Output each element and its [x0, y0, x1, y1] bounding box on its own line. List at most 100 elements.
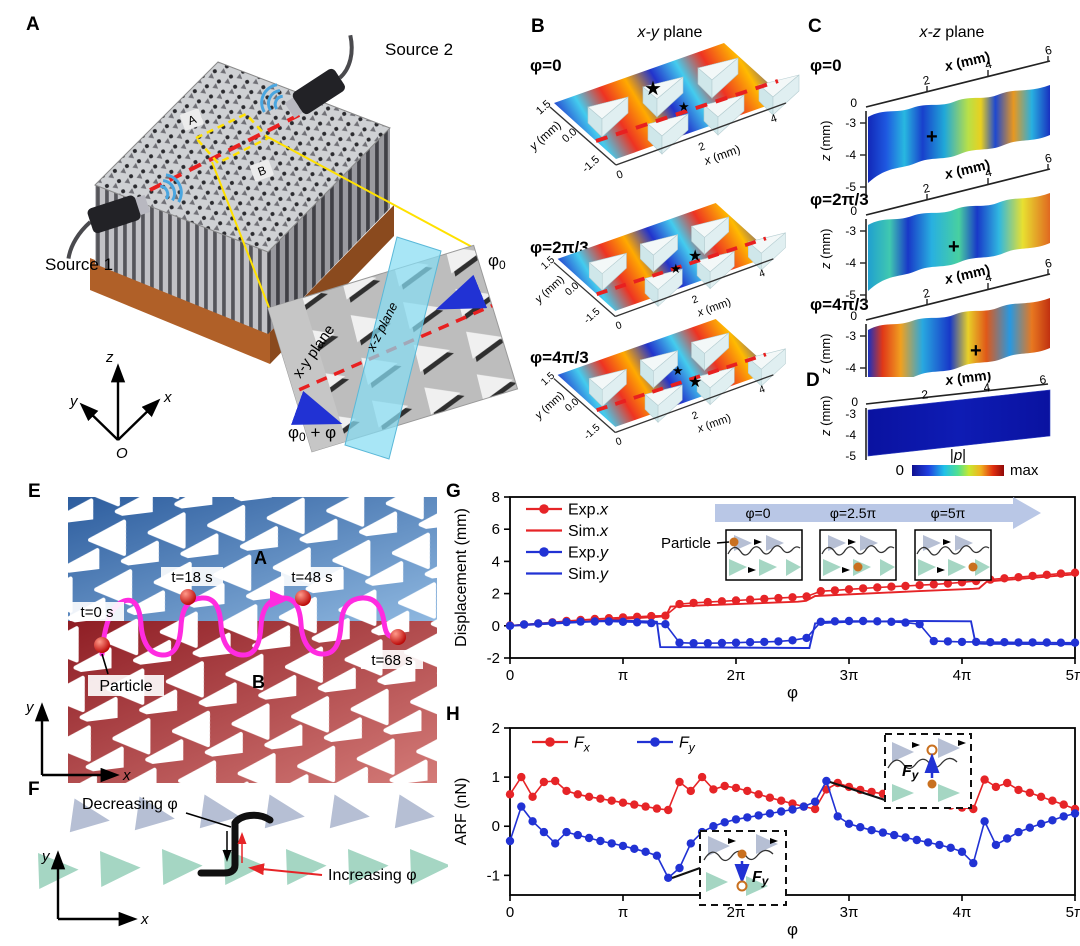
decreasing-pointer — [185, 812, 232, 828]
panel-d-label: D — [806, 370, 820, 391]
wave-arcs-source2 — [260, 83, 283, 113]
region-b-tag: B — [250, 159, 274, 182]
increasing-label: Increasing φ — [328, 867, 417, 884]
x-axis-label: x — [140, 911, 149, 928]
panel-c-label: C — [808, 16, 822, 37]
source1-label: Source 1 — [45, 255, 113, 274]
wave-arcs-source1 — [160, 173, 183, 203]
panel-f-label: F — [28, 779, 40, 800]
y-tick: 2 — [492, 586, 500, 603]
transducer-source1 — [66, 194, 151, 259]
phi-label-1: φ=0 — [810, 56, 842, 75]
x-tick: 5π — [1066, 667, 1080, 684]
colorbar — [912, 465, 1004, 476]
particle-t0 — [94, 637, 110, 653]
arf-chart: 0 π 2π 3π 4π 5π 2 1 0 -1 φ ARF (nN) Fx Fy Fy Fy — [453, 720, 1080, 939]
triangle-lattice-overlay — [68, 497, 437, 783]
transducer-source2 — [284, 34, 354, 119]
transducer-body — [292, 68, 345, 115]
legend-entry: Fy — [679, 735, 696, 755]
x-axis-label: φ — [787, 920, 798, 939]
particle-filled — [737, 849, 747, 859]
inset-diagram-1 — [725, 529, 803, 581]
origin-tick: 0 — [851, 395, 858, 409]
time-label-t48: t=48 s — [281, 567, 343, 586]
transducer-body — [87, 195, 141, 234]
phi-label-1: φ=0 — [530, 56, 562, 75]
particle-trajectory-path — [99, 595, 401, 658]
star-marker: ★ — [688, 248, 702, 265]
plus-marker: + — [948, 236, 960, 258]
inset-particle-2 — [853, 562, 863, 572]
xy-subplot-1 — [526, 43, 799, 182]
interface-dashed-line — [149, 111, 304, 192]
fy-label: Fy — [902, 763, 920, 782]
legend-entry: Exp.y — [568, 545, 609, 562]
svg-text:t=18 s: t=18 s — [171, 569, 212, 586]
inset-diagram-3 — [914, 529, 992, 581]
series-Fy — [509, 778, 1076, 880]
y-tick: 8 — [492, 489, 500, 506]
inset-fy-down: Fy — [671, 830, 787, 906]
particle-t68 — [390, 629, 406, 645]
x-tick: 0 — [506, 904, 514, 921]
cable — [66, 220, 92, 259]
y-axis-label: y — [41, 848, 51, 865]
phi0-plus-phi-label: φ0 + φ — [288, 423, 336, 444]
y-tick: 2 — [492, 720, 500, 737]
banner-phase-2: φ=5π — [931, 505, 966, 521]
pins-right-face — [268, 128, 390, 334]
x-tick: 3π — [840, 667, 859, 684]
banner-phase-1: φ=2.5π — [830, 505, 877, 521]
x-tick: 0 — [506, 667, 514, 684]
particle-filled — [927, 779, 937, 789]
region-b-label: B — [252, 672, 265, 692]
colorbar-title: |p| — [950, 447, 966, 464]
origin-label: O — [116, 445, 128, 462]
x-tick: π — [618, 904, 628, 921]
z-axis-label: z (mm) — [818, 396, 833, 437]
inset-particle-label: Particle — [661, 535, 711, 552]
particle-t48 — [295, 590, 311, 606]
x-tick: 3π — [840, 904, 859, 921]
star-marker: ★ — [688, 374, 702, 391]
svg-text:Particle: Particle — [99, 678, 152, 695]
y-axis-label: y — [69, 393, 79, 410]
legend-entry: Exp.x — [568, 502, 609, 519]
y-axis-label: ARF (nN) — [453, 778, 470, 846]
panel-e-label: E — [28, 481, 41, 502]
x-tick: 6 — [1039, 372, 1048, 387]
plus-marker: + — [926, 126, 938, 148]
transducer-tip — [135, 194, 151, 216]
panel-d-off-resonance: 2 4 6 x (mm) 0 -3 -4 -5 z (mm) |p| 0 max — [818, 372, 1051, 479]
y-axis — [79, 402, 119, 441]
x-tick: 4 — [983, 380, 992, 395]
legend-entry: Fx — [574, 735, 591, 755]
switch-path — [197, 811, 274, 877]
panel-a-setup-illustration: A B Source 2 Source 1 x-y plane — [45, 34, 519, 462]
x-tick: 2 — [921, 387, 930, 402]
svg-text:t=68 s: t=68 s — [371, 652, 412, 669]
x-tick: 5π — [1066, 904, 1080, 921]
panel-b-xy-simulations: 1.5 0.0 -1.5 y (mm) 0 2 4 x (mm) x-y pla… — [520, 24, 810, 485]
zoom-line-left — [211, 161, 271, 311]
pressure-ribbon-3 — [868, 298, 1050, 377]
y-tick: 0 — [492, 818, 500, 835]
trajectory-arrowhead — [270, 590, 290, 608]
colorbar-min: 0 — [896, 462, 904, 479]
panel-b-label: B — [531, 16, 545, 37]
phi-label-2: φ=2π/3 — [810, 190, 869, 209]
fy-label: Fy — [752, 869, 770, 888]
y-tick: 0 — [492, 618, 500, 635]
pressure-ribbon-dark — [867, 389, 1051, 457]
panel-c-title: x-z plane — [919, 24, 985, 41]
inset-connector — [671, 867, 701, 879]
colorbar-max: max — [1010, 462, 1039, 479]
x-tick: 2π — [727, 667, 746, 684]
panel-g-label: G — [446, 481, 461, 502]
time-label-t18: t=18 s — [161, 567, 223, 586]
xy-subplot-3 — [532, 319, 785, 448]
decreasing-label: Decreasing φ — [82, 796, 178, 813]
z-tick: -4 — [845, 428, 856, 442]
